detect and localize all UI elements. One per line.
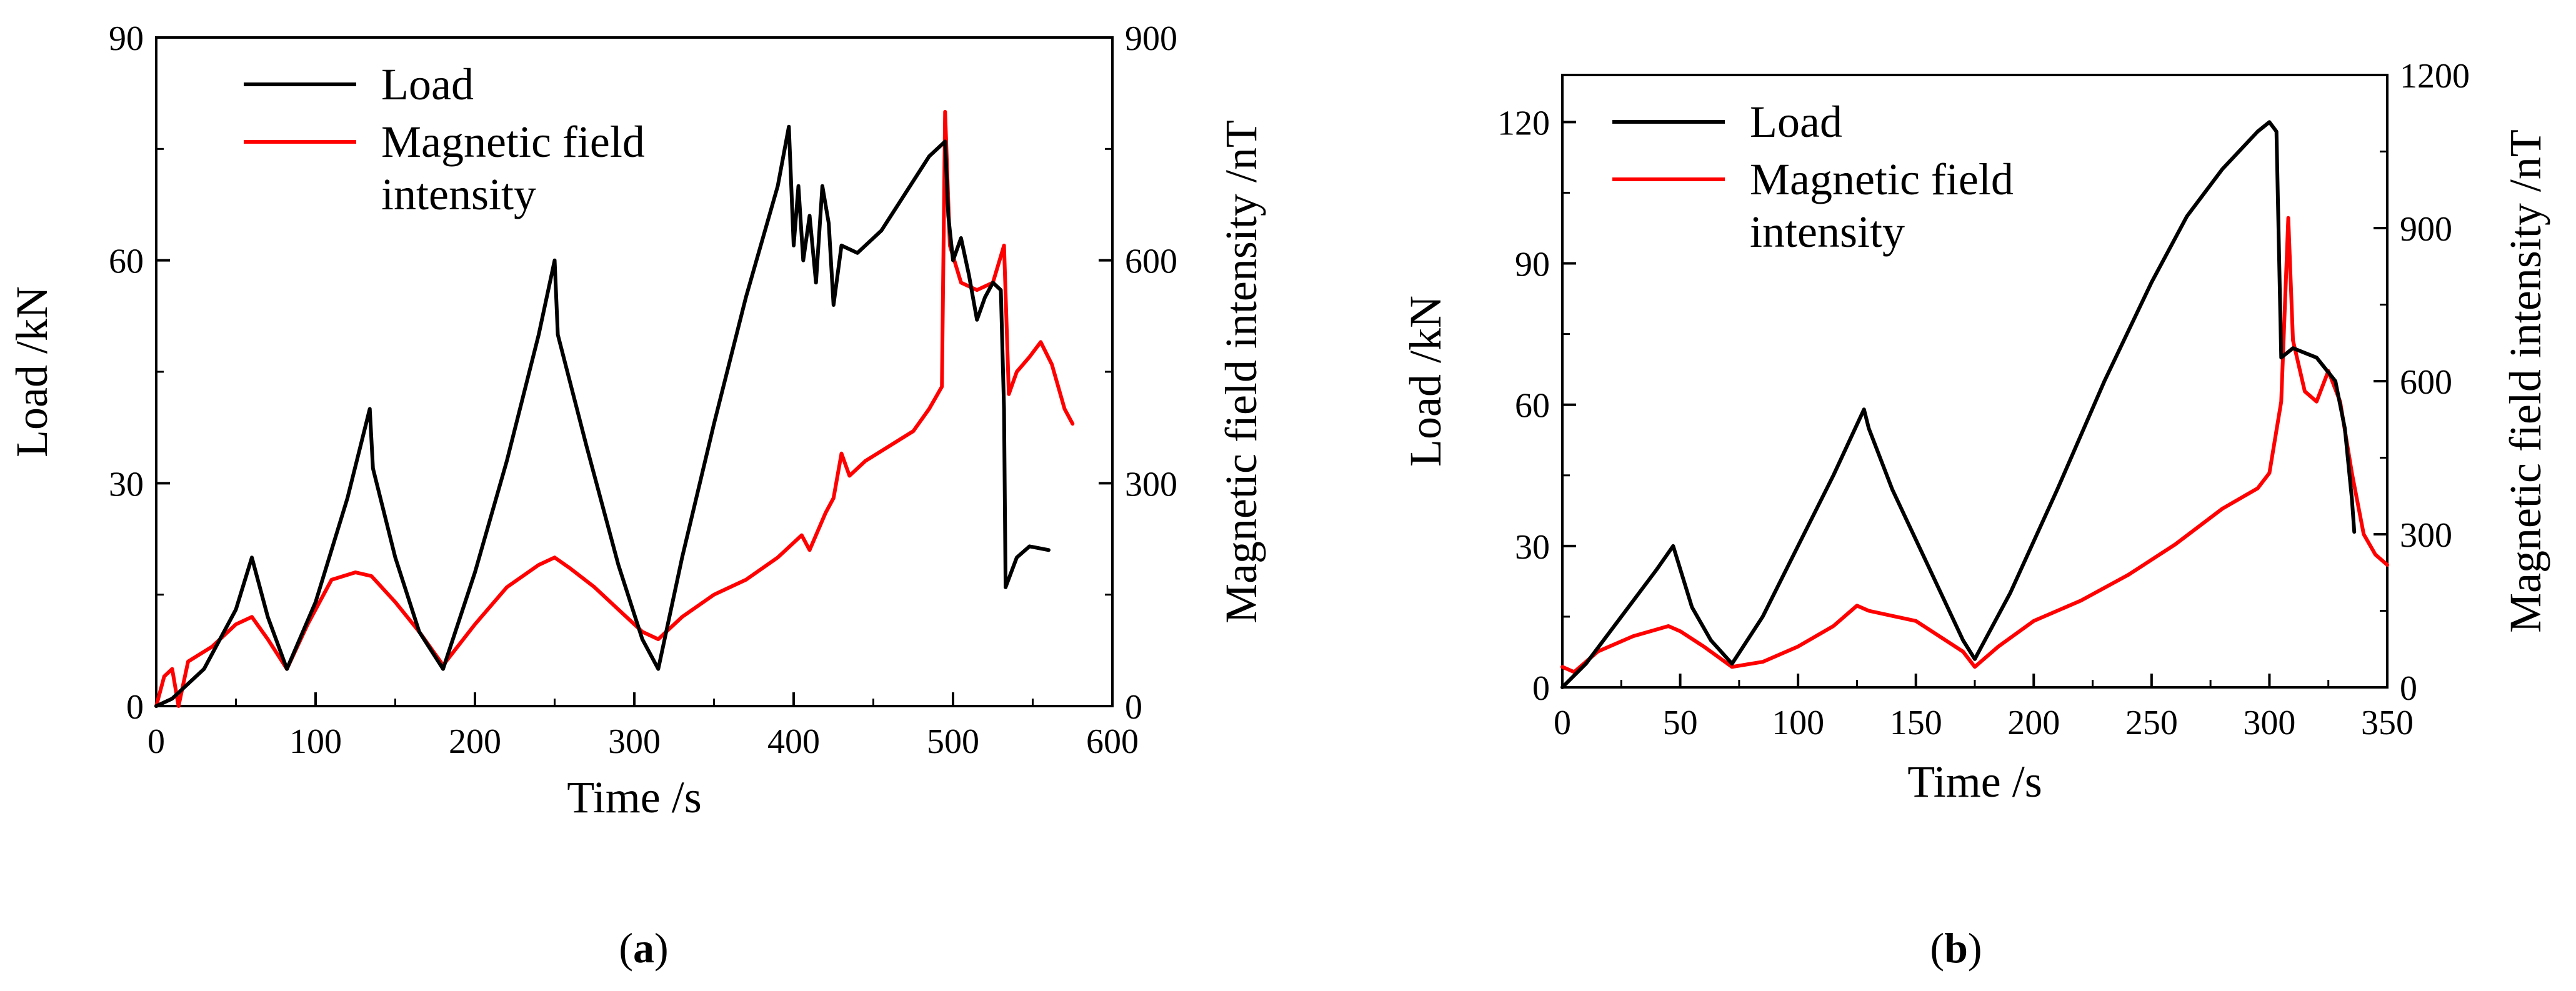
panel-a-legend-magnetic-label: Magnetic field [381, 117, 645, 167]
panel-a-x-tick-label: 0 [147, 722, 165, 761]
panel-a-legend-load-label: Load [381, 59, 474, 109]
panel-b-caption: (b) [1930, 924, 1982, 972]
panel-a-caption: (a) [619, 924, 668, 972]
panel-a-y2-tick-label: 600 [1125, 242, 1177, 281]
panel-a-x-tick-label: 100 [289, 722, 342, 761]
panel-b-chart: 0 50 100 150 200 250 300 3500306090120030060090… [1400, 57, 2550, 807]
panel-b-legend-magnetic-label-cont: intensity [1750, 207, 1905, 257]
panel-a-x-tick-label: 400 [767, 722, 820, 761]
panel-a-load-series-line [154, 124, 1051, 708]
panel-a-y-tick-label: 90 [109, 19, 144, 58]
panel-a-y2-tick-label: 300 [1125, 465, 1177, 504]
panel-b-x-axis-label: Time /s [1907, 757, 2042, 807]
panel-b-x-tick-label: 150 [1890, 704, 1942, 742]
panel-b-caption-letter: b [1944, 924, 1968, 972]
panel-b-x-tick-label: 200 [2007, 704, 2060, 742]
panel-b-x-tick-label: 350 [2361, 704, 2414, 742]
panel-b-x-tick-label: 300 [2243, 704, 2295, 742]
panel-b-y-tick-label: 30 [1515, 528, 1550, 567]
panel-a-magnetic-series-line [154, 109, 1075, 708]
panel-b-y2-tick-label: 1200 [2400, 57, 2470, 96]
panel-b-caption-close: ) [1968, 924, 1982, 972]
panel-a-chart: 0 100 200 300 400 500 60003060900300600900Time… [7, 19, 1266, 822]
panel-b-y-axis-label: Load /kN [1400, 296, 1450, 467]
panel-a-y-tick-label: 60 [109, 242, 144, 281]
panel-a-y2-axis-label: Magnetic field intensity /nT [1216, 120, 1266, 624]
panel-a-x-tick-label: 500 [927, 722, 979, 761]
panel-b-caption-open: ( [1930, 924, 1944, 972]
panel-b-y2-axis-label: Magnetic field intensity /nT [2500, 129, 2550, 633]
panel-b-legend-magnetic-label: Magnetic field [1750, 154, 2014, 204]
panel-b-x-tick-label: 0 [1554, 704, 1571, 742]
panel-b-x-tick-label: 250 [2125, 704, 2178, 742]
panel-b-y2-tick-label: 900 [2400, 210, 2452, 249]
panel-b-magnetic-series-line [1560, 216, 2389, 674]
panel-b-load-series-line [1560, 120, 2357, 689]
panel-b-y2-tick-label: 0 [2400, 669, 2417, 708]
panel-b-x-tick-label: 100 [1772, 704, 1824, 742]
panel-a-x-tick-label: 200 [449, 722, 501, 761]
panel-b-y-tick-label: 60 [1515, 387, 1550, 426]
panel-b-y2-tick-label: 600 [2400, 363, 2452, 402]
panel-a-y2-tick-label: 0 [1125, 688, 1142, 727]
panel-a-y2-tick-label: 900 [1125, 19, 1177, 58]
panel-a-y-axis-label: Load /kN [7, 286, 57, 457]
panel-a-y-tick-label: 30 [109, 465, 144, 504]
panel-b-y-tick-label: 90 [1515, 246, 1550, 284]
panel-b-y-tick-label: 0 [1532, 669, 1550, 708]
panel-a-caption-close: ) [654, 924, 669, 972]
panel-b-x-tick-label: 50 [1663, 704, 1698, 742]
panel-a-caption-letter: a [633, 924, 654, 972]
panel-a-caption-open: ( [619, 924, 633, 972]
panel-b-legend-load-label: Load [1750, 97, 1842, 147]
panel-a-x-axis-label: Time /s [567, 772, 701, 822]
panel-b-y-tick-label: 120 [1497, 104, 1550, 142]
panel-a-x-tick-label: 300 [608, 722, 661, 761]
panel-b-y2-tick-label: 300 [2400, 516, 2452, 555]
panel-a-x-tick-label: 600 [1086, 722, 1139, 761]
panel-a-legend-magnetic-label-cont: intensity [381, 169, 536, 219]
panel-a-y-tick-label: 0 [126, 688, 144, 727]
